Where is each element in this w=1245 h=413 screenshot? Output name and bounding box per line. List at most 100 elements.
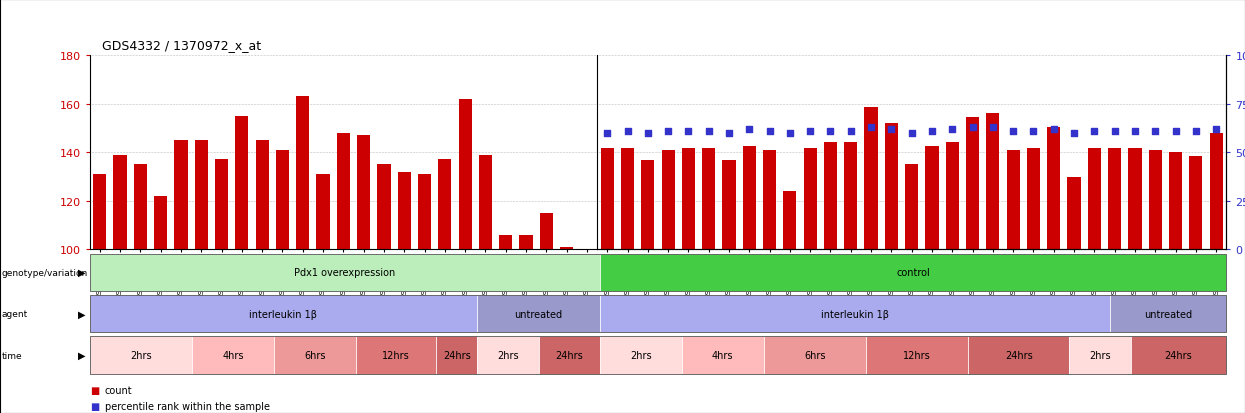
Text: 2hrs: 2hrs xyxy=(1089,350,1111,360)
Text: control: control xyxy=(896,268,930,278)
Bar xyxy=(824,143,837,250)
Bar xyxy=(1128,149,1142,250)
Bar xyxy=(966,118,979,250)
Bar xyxy=(1007,151,1020,250)
Point xyxy=(942,126,962,133)
Point xyxy=(1043,126,1063,133)
Point xyxy=(820,128,840,135)
Bar xyxy=(133,165,147,413)
Bar xyxy=(1189,157,1203,250)
Bar xyxy=(479,155,492,413)
Bar xyxy=(194,141,208,413)
Point xyxy=(1206,126,1226,133)
Bar xyxy=(1067,178,1081,250)
Point xyxy=(1023,128,1043,135)
Text: 6hrs: 6hrs xyxy=(804,350,825,360)
Bar xyxy=(743,147,756,250)
Bar xyxy=(1169,153,1183,250)
Bar xyxy=(418,175,431,413)
Bar xyxy=(722,161,736,250)
Bar xyxy=(783,192,797,250)
Bar xyxy=(864,108,878,250)
Bar xyxy=(276,150,289,413)
Text: ■: ■ xyxy=(90,385,98,395)
Text: agent: agent xyxy=(1,309,27,318)
Text: time: time xyxy=(1,351,22,360)
Bar xyxy=(803,149,817,250)
Point xyxy=(840,128,860,135)
Bar xyxy=(215,160,228,413)
Bar xyxy=(357,136,370,413)
Bar xyxy=(1047,128,1061,250)
Bar xyxy=(1027,149,1040,250)
Bar xyxy=(93,175,106,413)
Bar xyxy=(600,149,614,250)
Point xyxy=(720,130,740,137)
Point xyxy=(1125,128,1145,135)
Bar xyxy=(174,141,188,413)
Bar xyxy=(1108,149,1122,250)
Text: genotype/variation: genotype/variation xyxy=(1,268,87,277)
Point xyxy=(1104,128,1124,135)
Point xyxy=(637,130,657,137)
Point xyxy=(901,130,921,137)
Point xyxy=(1084,128,1104,135)
Text: 24hrs: 24hrs xyxy=(1165,350,1193,360)
Point xyxy=(779,130,799,137)
Point xyxy=(881,126,901,133)
Text: 12hrs: 12hrs xyxy=(904,350,931,360)
Bar xyxy=(540,214,553,413)
Text: 24hrs: 24hrs xyxy=(443,350,471,360)
Text: count: count xyxy=(105,385,132,395)
Text: ▶: ▶ xyxy=(78,350,86,360)
Point xyxy=(962,124,982,131)
Bar xyxy=(255,141,269,413)
Point xyxy=(740,126,759,133)
Point xyxy=(801,128,820,135)
Point xyxy=(618,128,637,135)
Bar xyxy=(763,151,776,250)
Point xyxy=(698,128,718,135)
Point xyxy=(1003,128,1023,135)
Bar xyxy=(438,160,452,413)
Point xyxy=(923,128,942,135)
Bar xyxy=(682,149,695,250)
Bar xyxy=(397,172,411,413)
Bar xyxy=(1088,149,1101,250)
Bar xyxy=(661,151,675,250)
Text: untreated: untreated xyxy=(514,309,563,319)
Bar xyxy=(235,116,249,413)
Text: 24hrs: 24hrs xyxy=(1005,350,1033,360)
Text: 4hrs: 4hrs xyxy=(712,350,733,360)
Bar xyxy=(702,149,716,250)
Bar xyxy=(580,250,594,413)
Bar xyxy=(458,100,472,413)
Point xyxy=(1145,128,1165,135)
Bar xyxy=(844,143,858,250)
Text: 6hrs: 6hrs xyxy=(304,350,325,360)
Text: ▶: ▶ xyxy=(78,268,86,278)
Bar xyxy=(641,161,655,250)
Bar xyxy=(154,197,167,413)
Text: percentile rank within the sample: percentile rank within the sample xyxy=(105,401,270,411)
Text: untreated: untreated xyxy=(1144,309,1193,319)
Bar xyxy=(621,149,634,250)
Bar xyxy=(905,164,919,250)
Point xyxy=(1186,128,1206,135)
Point xyxy=(598,130,618,137)
Text: 2hrs: 2hrs xyxy=(630,350,651,360)
Bar xyxy=(986,114,1000,250)
Bar xyxy=(499,235,513,413)
Text: 2hrs: 2hrs xyxy=(129,350,152,360)
Bar xyxy=(946,143,959,250)
Bar xyxy=(113,155,127,413)
Text: GDS4332 / 1370972_x_at: GDS4332 / 1370972_x_at xyxy=(102,39,261,52)
Text: 24hrs: 24hrs xyxy=(555,350,583,360)
Point xyxy=(862,124,881,131)
Bar xyxy=(316,175,330,413)
Point xyxy=(1165,128,1185,135)
Bar xyxy=(1149,151,1162,250)
Text: ▶: ▶ xyxy=(78,309,86,319)
Bar xyxy=(1210,133,1223,250)
Bar xyxy=(519,235,533,413)
